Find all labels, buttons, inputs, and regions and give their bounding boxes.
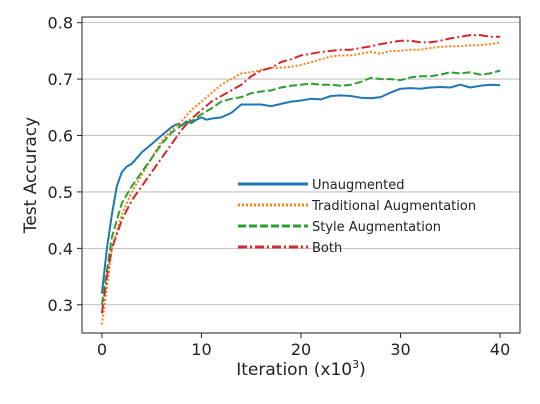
y-tick-label: 0.7	[48, 70, 73, 89]
legend-label: Unaugmented	[312, 178, 404, 193]
y-tick-label: 0.4	[48, 239, 73, 258]
legend-label: Style Augmentation	[312, 220, 441, 235]
y-tick-label: 0.5	[48, 183, 73, 202]
y-tick-label: 0.3	[48, 296, 73, 315]
series-lines	[100, 34, 501, 325]
y-tick-label: 0.6	[48, 127, 73, 146]
legend-label: Traditional Augmentation	[311, 199, 476, 214]
x-axis-label-exponent: 3	[352, 358, 359, 371]
series-line-style-augmentation	[100, 69, 501, 305]
x-tick-label: 30	[390, 340, 410, 359]
series-line-traditional-augmentation	[100, 41, 501, 325]
x-axis-label: Iteration (x103)	[236, 358, 365, 380]
x-axis-label-suffix: )	[359, 360, 366, 380]
legend-label: Both	[312, 241, 342, 256]
axis-ticks: 0.3 0.4 0.5 0.6 0.7 0.8 0 10 20 30 40	[48, 14, 511, 359]
y-axis-label: Test Accuracy	[21, 117, 41, 235]
gridlines	[82, 22, 520, 306]
series-line-unaugmented	[100, 83, 501, 294]
x-tick-label: 0	[97, 340, 107, 359]
x-tick-label: 40	[490, 340, 510, 359]
x-axis-label-main: Iteration (x10	[236, 360, 352, 380]
series-line-both	[100, 34, 501, 314]
x-tick-label: 20	[291, 340, 311, 359]
x-tick-label: 10	[191, 340, 211, 359]
legend: Unaugmented Traditional Augmentation Style…	[238, 178, 476, 256]
y-tick-label: 0.8	[48, 14, 73, 33]
